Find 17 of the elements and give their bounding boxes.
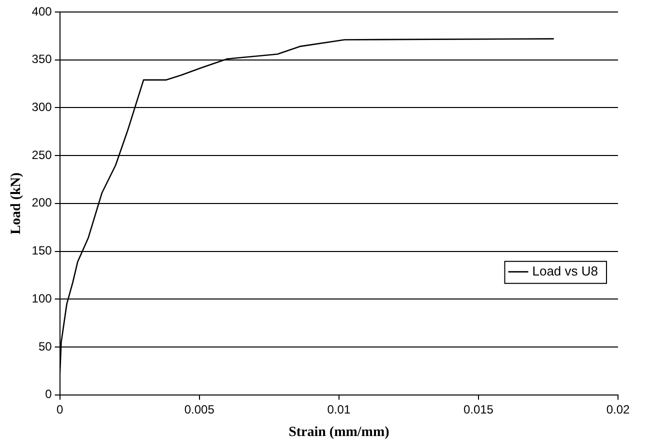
x-tick-label: 0.005	[184, 402, 215, 416]
x-tick-label: 0.02	[606, 402, 630, 416]
y-axis-title: Load (kN)	[9, 172, 24, 234]
y-tick-label: 150	[32, 244, 52, 258]
y-tick-label: 50	[38, 339, 52, 354]
x-axis-title: Strain (mm/mm)	[288, 425, 390, 440]
y-tick-label: 100	[32, 291, 52, 306]
y-tick-label: 350	[32, 52, 52, 66]
y-tick-label: 0	[45, 387, 52, 402]
x-tick-label: 0.015	[463, 402, 494, 416]
y-tick-label: 400	[32, 4, 52, 18]
x-tick-label: 0.01	[327, 402, 351, 416]
x-tick-label: 0	[56, 402, 64, 416]
y-tick-label: 300	[32, 100, 52, 114]
legend-label: Load vs U8	[532, 263, 598, 278]
y-tick-label: 200	[32, 196, 52, 210]
y-tick-label: 250	[32, 148, 52, 162]
